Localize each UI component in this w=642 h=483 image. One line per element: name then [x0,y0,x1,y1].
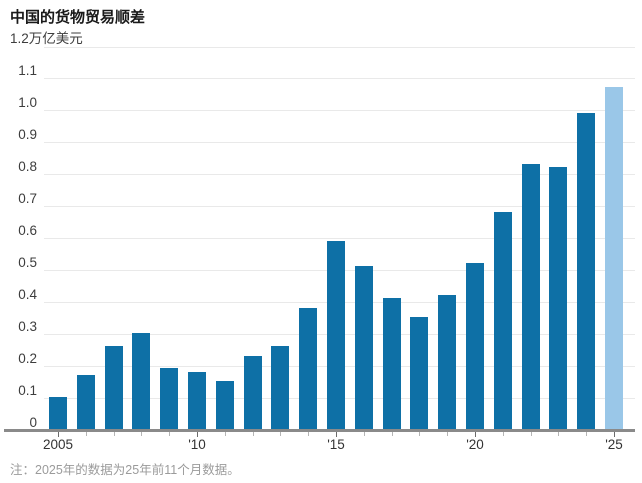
bar-2014 [299,308,317,429]
y-axis-unit-label: 1.2万亿美元 [10,31,90,47]
x-axis-tick [225,432,226,436]
bar-2020 [466,263,484,429]
x-axis-tick [586,432,587,436]
x-axis-tick [114,432,115,436]
y-axis-tick-label: 0.2 [18,351,37,366]
x-axis-tick-label: 2005 [42,437,74,452]
x-axis-tick [447,432,448,436]
y-axis-tick-label: 0.6 [18,223,37,238]
bar-2013 [271,346,289,429]
bar-2021 [494,212,512,429]
x-axis-tick [58,432,59,437]
bar-2017 [383,298,401,429]
x-axis-tick-label: '20 [466,437,484,452]
bar-2007 [105,346,123,429]
y-axis-tick-label: 0.1 [18,383,37,398]
chart-title: 中国的货物贸易顺差 [10,9,146,26]
x-axis-tick [614,432,615,437]
gridline [44,47,635,48]
x-axis-tick [364,432,365,436]
gridline [44,238,635,239]
y-axis-tick-label: 0.7 [18,191,37,206]
bar-2010 [188,372,206,429]
gridline [44,142,635,143]
y-axis-tick-label: 0.9 [18,127,37,142]
gridline [44,110,635,111]
bar-2016 [355,266,373,429]
bar-2024 [577,113,595,429]
bar-2009 [160,368,178,429]
x-axis-tick [336,432,337,437]
bar-2006 [77,375,95,429]
x-axis-tick [169,432,170,436]
y-axis-tick-label: 0.3 [18,319,37,334]
x-axis-tick-label: '25 [605,437,623,452]
gridline [44,78,635,79]
x-axis-tick [531,432,532,436]
y-axis-tick-label: 1.1 [18,63,37,78]
y-axis-tick-label: 0 [29,415,37,430]
gridline [44,206,635,207]
bar-2012 [244,356,262,429]
bar-2019 [438,295,456,429]
x-axis-tick [475,432,476,437]
y-axis-tick-label: 0.5 [18,255,37,270]
bar-2025 [605,87,623,429]
x-axis-tick [253,432,254,436]
x-axis-tick-label: '10 [188,437,206,452]
x-axis-tick [503,432,504,436]
x-axis-tick [308,432,309,436]
y-axis-tick-label: 0.4 [18,287,37,302]
y-axis-tick-label: 0.8 [18,159,37,174]
footnote: 注：2025年的数据为25年前11个月数据。 [10,463,240,477]
x-axis-tick [392,432,393,436]
x-axis-tick [419,432,420,436]
bar-2008 [132,333,150,429]
bar-2011 [216,381,234,429]
x-axis-tick-label: '15 [327,437,345,452]
x-axis-tick [86,432,87,436]
x-axis-tick [197,432,198,437]
x-axis-tick [558,432,559,436]
x-axis-line [4,429,635,432]
bar-2022 [522,164,540,429]
bar-2005 [49,397,67,429]
gridline [44,174,635,175]
x-axis-tick [280,432,281,436]
bar-2015 [327,241,345,429]
x-axis-tick [141,432,142,436]
y-axis-tick-label: 1.0 [18,95,37,110]
bar-2023 [549,167,567,429]
bar-2018 [410,317,428,429]
